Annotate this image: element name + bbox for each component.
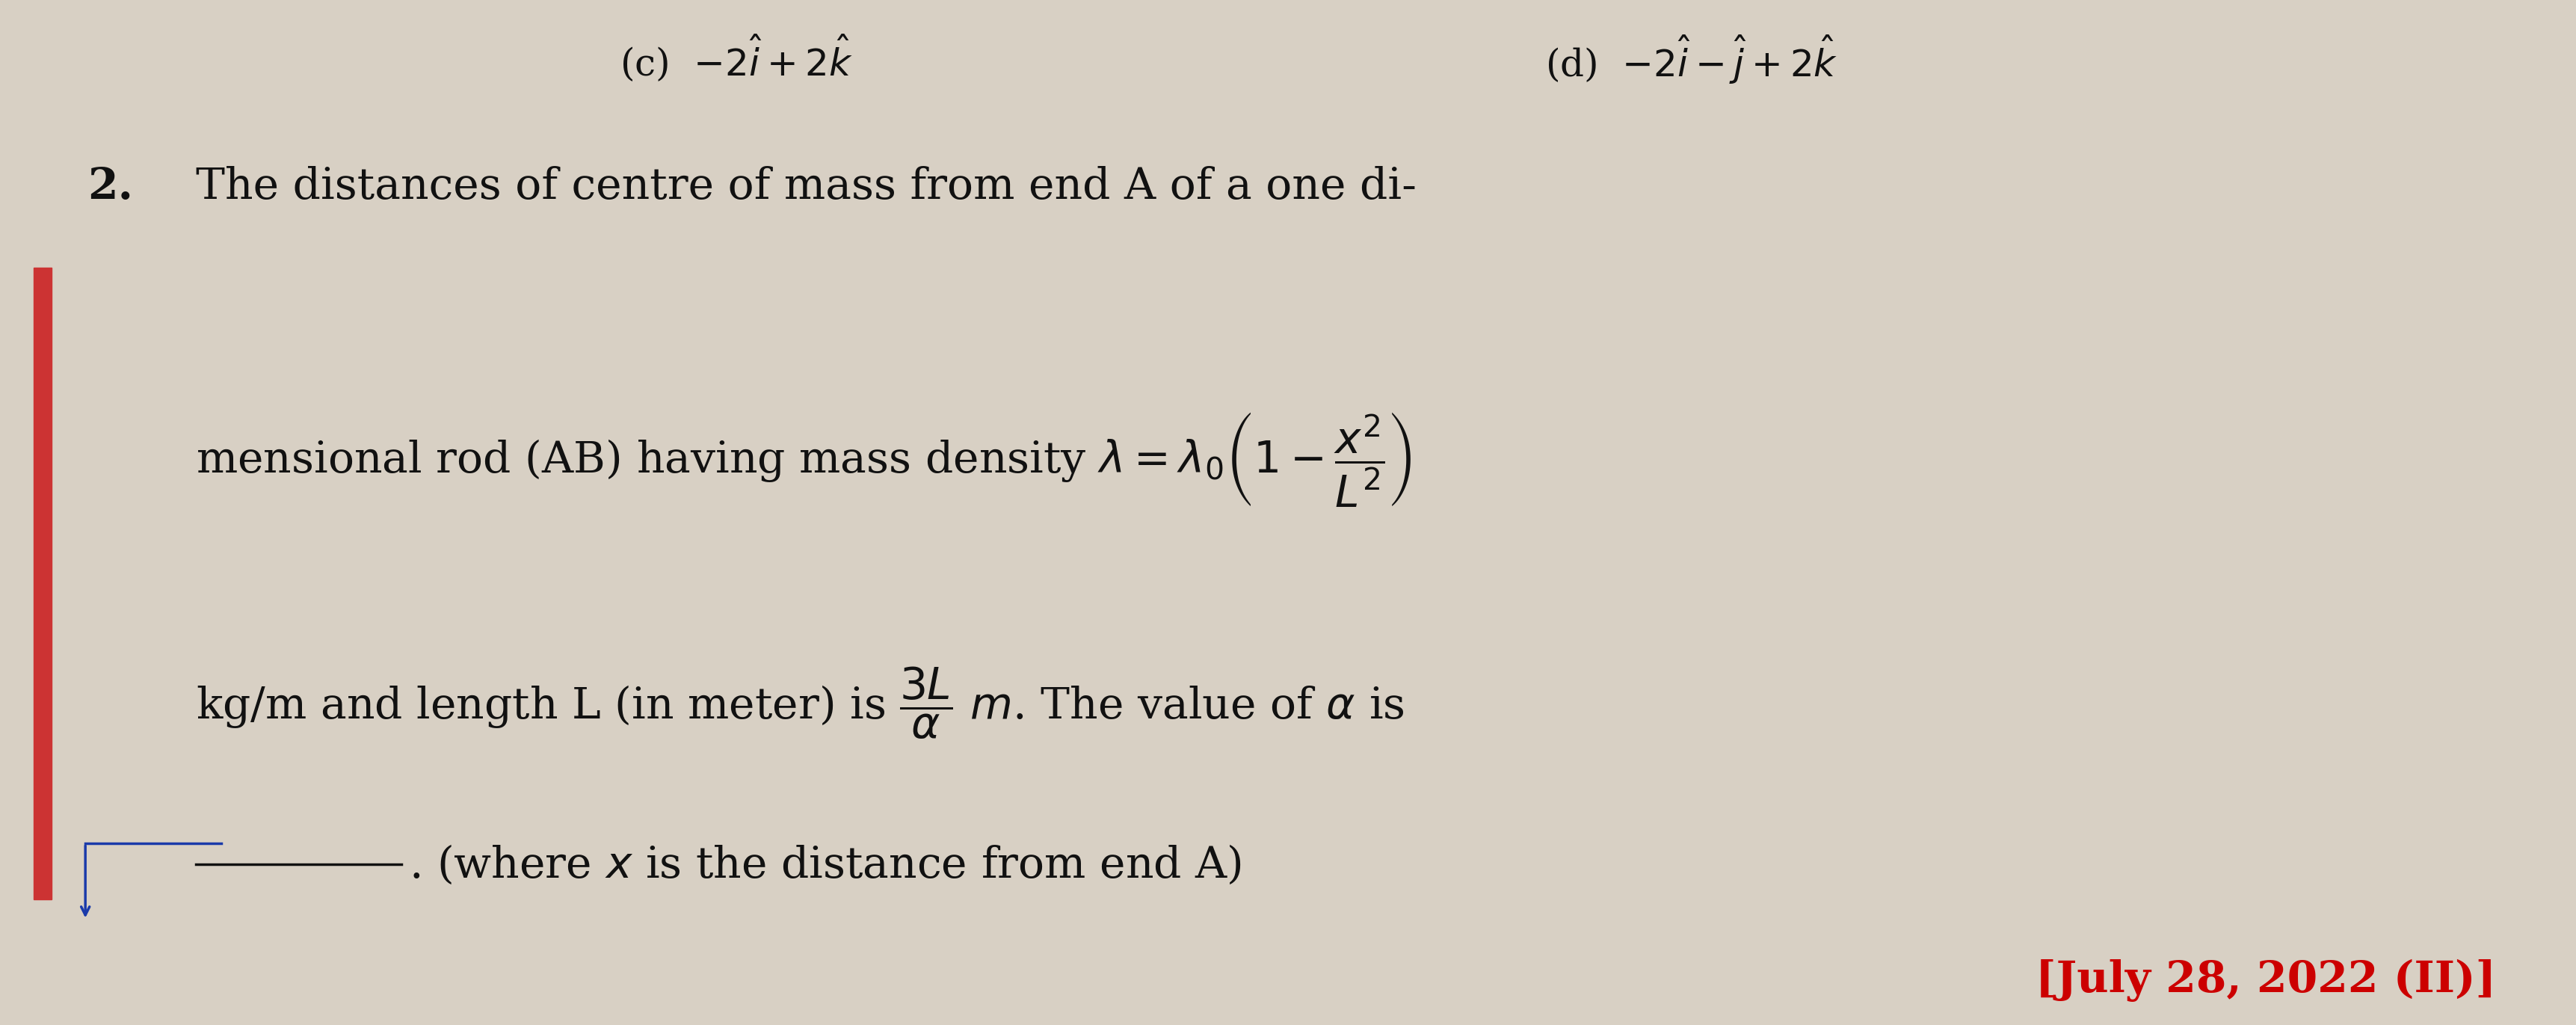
Bar (33, 268, 52, 900)
Text: kg/m and length L (in meter) is $\dfrac{3L}{\alpha}$ $m$. The value of $\alpha$ : kg/m and length L (in meter) is $\dfrac{… (196, 665, 1404, 741)
Text: mensional rod (AB) having mass density $\lambda = \lambda_0\left(1 - \dfrac{x^2}: mensional rod (AB) having mass density $… (196, 411, 1412, 508)
Text: 2.: 2. (88, 166, 134, 208)
Text: (c)  $-2\hat{i} + 2\hat{k}$: (c) $-2\hat{i} + 2\hat{k}$ (621, 34, 853, 84)
Text: (d)  $-2\hat{i} - \hat{j} + 2\hat{k}$: (d) $-2\hat{i} - \hat{j} + 2\hat{k}$ (1546, 34, 1837, 86)
Text: . (where $x$ is the distance from end A): . (where $x$ is the distance from end A) (410, 844, 1242, 887)
Text: [July 28, 2022 (II)]: [July 28, 2022 (II)] (2035, 958, 2496, 1001)
Text: The distances of centre of mass from end A of a one di-: The distances of centre of mass from end… (196, 166, 1417, 208)
